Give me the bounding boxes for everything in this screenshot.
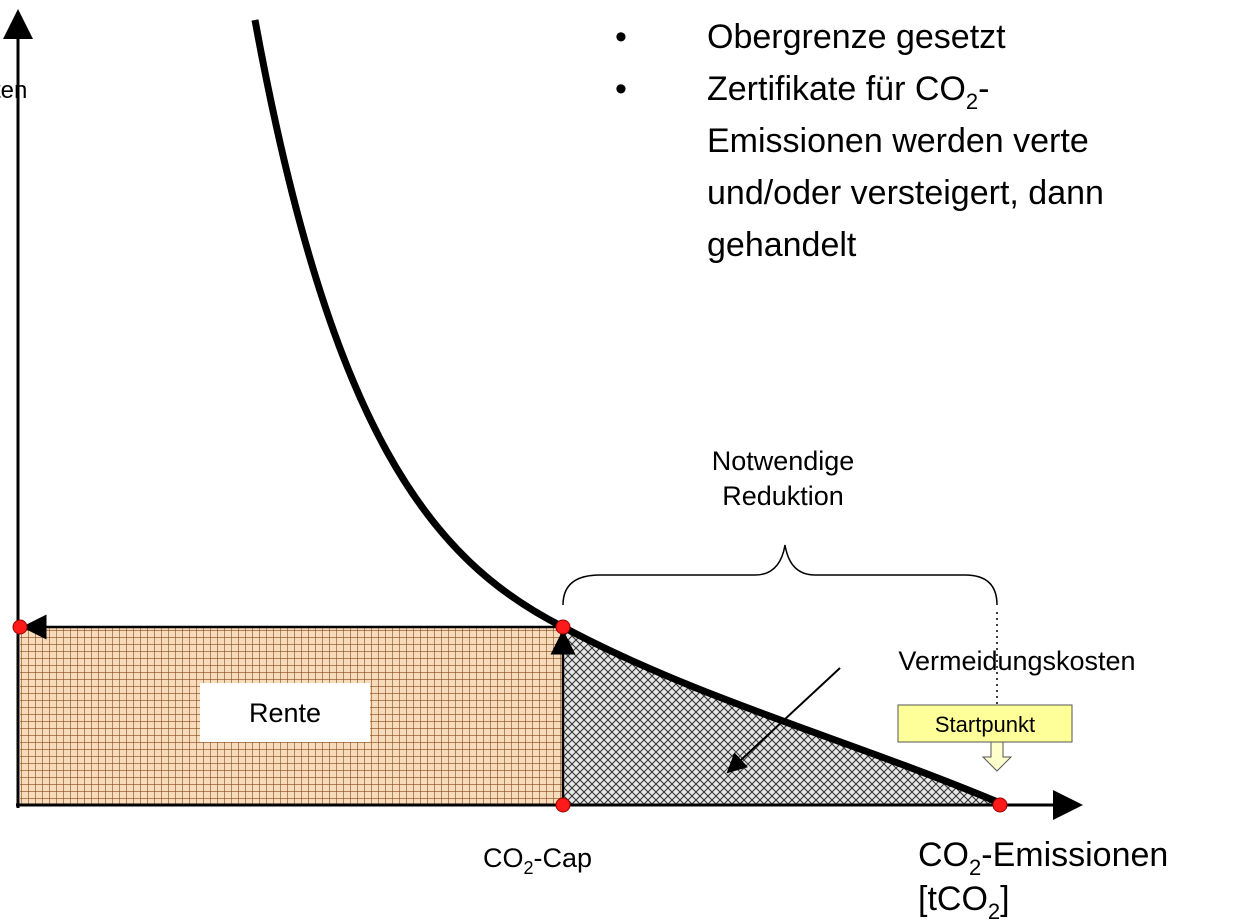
- cost-curve: [251, 19, 1002, 807]
- rent-box: [200, 683, 370, 742]
- label: CO2-Cap: [483, 843, 592, 878]
- start-box: [897, 704, 1073, 743]
- label: Reduktion: [722, 481, 844, 511]
- bullet: Obergrenze gesetzt: [707, 18, 1006, 56]
- y-axis-label: ten: [0, 77, 27, 104]
- label: Vermeidungskosten: [898, 646, 1135, 676]
- label: Rente: [249, 698, 321, 728]
- x-axis-unit: [tCO2]: [918, 880, 1010, 922]
- point: [555, 619, 571, 635]
- bullet: gehandelt: [707, 226, 857, 264]
- bullet: Emissionen werden verte: [707, 122, 1089, 160]
- brace: [562, 544, 998, 606]
- point: [992, 797, 1008, 813]
- x-axis-label: CO2-Emissionen: [918, 836, 1168, 880]
- bullet: und/oder versteigert, dann: [707, 174, 1104, 212]
- bullet-mark: •: [615, 18, 627, 56]
- bullet-mark: •: [615, 70, 627, 108]
- start-arrow: [981, 741, 1013, 772]
- point: [12, 619, 28, 635]
- label: Startpunkt: [935, 712, 1035, 737]
- point: [555, 797, 571, 813]
- bullet: Zertifikate für CO2-: [707, 70, 989, 114]
- label: Notwendige: [712, 446, 855, 476]
- pointer-arrow: [726, 667, 841, 774]
